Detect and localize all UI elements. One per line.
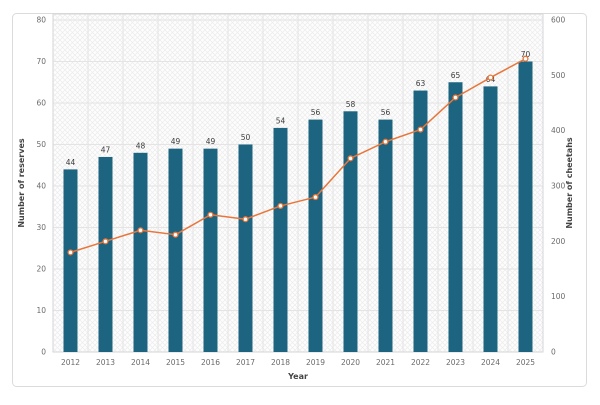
- right-tick-600: 600: [551, 16, 566, 25]
- x-tick-2023: 2023: [446, 358, 465, 367]
- bar-2025: [518, 61, 533, 352]
- bar-label-2018: 54: [276, 116, 286, 125]
- right-tick-200: 200: [551, 237, 566, 246]
- bar-2019: [308, 119, 323, 352]
- right-tick-300: 300: [551, 182, 566, 191]
- cheetah-line: [70, 58, 526, 254]
- marker-2022: [417, 126, 424, 133]
- bar-label-2019: 56: [311, 108, 321, 117]
- left-tick-30: 30: [36, 223, 46, 232]
- marker-2025: [522, 55, 529, 62]
- left-tick-70: 70: [36, 57, 46, 66]
- bar-label-2023: 65: [451, 71, 461, 80]
- x-tick-2019: 2019: [306, 358, 325, 367]
- bar-value-labels: 4447484949505456585663656470: [66, 50, 531, 167]
- bar-label-2014: 48: [136, 141, 146, 150]
- marker-2016: [207, 211, 214, 218]
- x-tick-2020: 2020: [341, 358, 360, 367]
- left-axis-title: Number of reserves: [17, 138, 26, 228]
- bar-label-2016: 49: [206, 137, 216, 146]
- bar-label-2022: 63: [416, 79, 426, 88]
- x-tick-2012: 2012: [61, 358, 80, 367]
- x-axis-title: Year: [287, 372, 308, 381]
- right-axis-tick-labels: 0 100 200 300 400 500 600: [551, 16, 566, 357]
- marker-2021: [382, 138, 389, 145]
- bar-2017: [238, 144, 253, 352]
- x-tick-2015: 2015: [166, 358, 185, 367]
- bar-label-2021: 56: [381, 108, 391, 117]
- bar-label-2012: 44: [66, 158, 76, 167]
- right-tick-0: 0: [551, 348, 556, 357]
- right-tick-100: 100: [551, 292, 566, 301]
- bar-2013: [98, 156, 113, 352]
- left-axis-tick-labels: 0 10 20 30 40 50 60 70 80: [36, 16, 46, 357]
- bar-2016: [203, 148, 218, 352]
- left-tick-50: 50: [36, 140, 46, 149]
- bar-2024: [483, 86, 498, 353]
- marker-2024: [487, 74, 494, 81]
- x-tick-2014: 2014: [131, 358, 150, 367]
- bar-2022: [413, 90, 428, 353]
- bar-label-2017: 50: [241, 133, 251, 142]
- bar-2014: [133, 152, 148, 352]
- marker-2017: [242, 216, 249, 223]
- left-tick-80: 80: [36, 16, 46, 25]
- left-tick-10: 10: [36, 306, 46, 315]
- marker-2023: [452, 94, 459, 101]
- x-axis-tick-labels: 2012 2013 2014 2015 2016 2017 2018 2019 2020 2021…: [61, 358, 535, 367]
- marker-2020: [347, 155, 354, 162]
- bar-2023: [448, 82, 463, 352]
- line-series-cheetahs: [67, 55, 529, 256]
- x-tick-2022: 2022: [411, 358, 430, 367]
- bar-label-2020: 58: [346, 100, 356, 109]
- marker-2013: [102, 238, 109, 245]
- x-tick-2018: 2018: [271, 358, 290, 367]
- left-tick-0: 0: [41, 348, 46, 357]
- gridlines: [53, 14, 543, 352]
- x-tick-2013: 2013: [96, 358, 115, 367]
- bar-2018: [273, 127, 288, 353]
- bar-2012: [63, 169, 78, 352]
- bar-label-2025: 70: [521, 50, 531, 59]
- marker-2018: [277, 202, 284, 209]
- marker-2014: [137, 227, 144, 234]
- bar-label-2013: 47: [101, 145, 111, 154]
- marker-2015: [172, 231, 179, 238]
- marker-2019: [312, 194, 319, 201]
- bar-series-reserves: [63, 61, 533, 353]
- x-tick-2025: 2025: [516, 358, 535, 367]
- left-tick-20: 20: [36, 265, 46, 274]
- bar-label-2015: 49: [171, 137, 181, 146]
- x-tick-2024: 2024: [481, 358, 500, 367]
- left-tick-60: 60: [36, 99, 46, 108]
- bar-2015: [168, 148, 183, 352]
- plot-border: [52, 13, 544, 353]
- x-tick-2021: 2021: [376, 358, 395, 367]
- x-tick-2016: 2016: [201, 358, 220, 367]
- right-axis-title: Number of cheetahs: [565, 137, 574, 229]
- bar-2020: [343, 111, 358, 352]
- left-tick-40: 40: [36, 182, 46, 191]
- right-tick-400: 400: [551, 126, 566, 135]
- bar-2021: [378, 119, 393, 352]
- right-tick-500: 500: [551, 71, 566, 80]
- x-tick-2017: 2017: [236, 358, 255, 367]
- marker-2012: [67, 249, 74, 256]
